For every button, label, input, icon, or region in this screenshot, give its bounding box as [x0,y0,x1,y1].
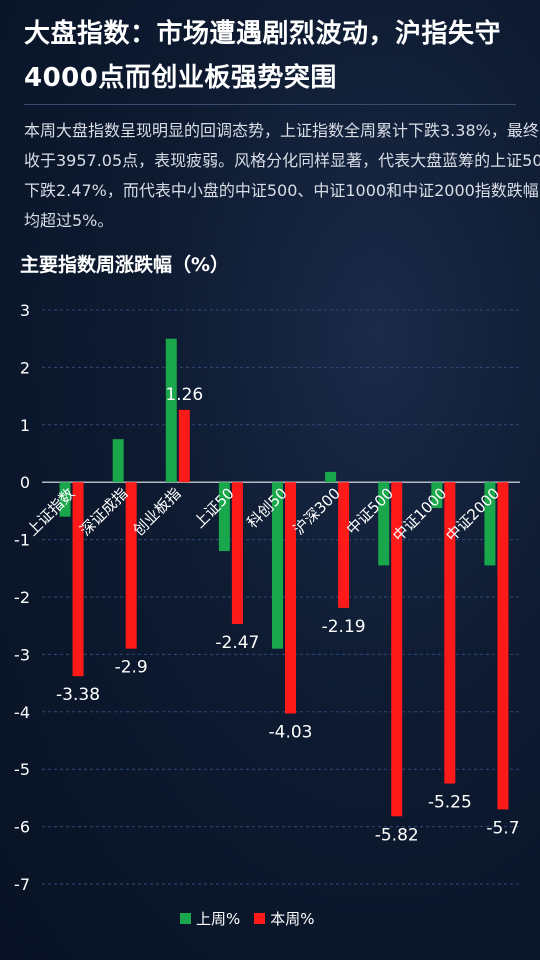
data-label: -5.25 [428,793,472,813]
y-tick-label: -2 [14,588,30,607]
y-tick-label: -3 [14,645,30,664]
bar-this-week [285,482,296,714]
bar-last-week [165,338,177,483]
data-label: -2.47 [215,633,259,653]
bar-this-week [338,482,350,608]
y-tick-label: -7 [14,875,30,894]
legend-item-last-week: 上周% [180,908,240,929]
y-tick-label: 1 [20,416,30,435]
y-tick-label: -4 [14,703,30,722]
bar-this-week [125,482,137,649]
data-label: -5.82 [375,825,419,845]
y-tick-label: -5 [14,760,30,779]
x-tick-label: 科创50 [243,484,290,531]
legend-swatch-last-week [180,913,191,924]
bar-this-week [72,482,84,677]
bar-last-week [325,471,337,483]
bar-last-week [484,482,496,566]
bar-last-week [378,482,390,566]
legend-item-this-week: 本周% [254,908,315,929]
bar-this-week [231,482,243,624]
headline: 大盘指数：市场遭遇剧烈波动，沪指失守4000点而创业板强势突围 [24,19,502,93]
y-tick-label: 0 [20,473,30,492]
x-tick-label: 创业板指 [129,484,184,539]
y-tick-labels: 3 2 1 0 -1 -2 -3 -4 -5 -6 -7 [14,301,30,894]
data-label: -5.7 [486,818,519,838]
bar-last-week [272,482,283,649]
legend-label-this-week: 本周% [270,910,315,928]
x-tick-label: 深证成指 [76,484,131,539]
y-tick-label: -1 [14,531,30,550]
y-tick-label: 3 [20,301,30,320]
bar-this-week [444,482,456,784]
data-labels: -3.38 -2.9 1.26 -2.47 -4.03 -2.19 -5.82 -5.25 -5… [56,385,519,845]
x-tick-label: 上证50 [190,484,237,531]
data-label: -2.19 [322,617,366,637]
bar-this-week [178,409,190,483]
data-label: 1.26 [165,385,203,405]
data-label: -4.03 [269,723,313,743]
grid-lines [42,309,520,885]
bar-this-week [497,482,509,810]
legend: 上周% 本周% [180,908,315,929]
data-label: -3.38 [56,685,100,705]
bar-last-week [431,482,443,509]
bar-last-week [112,439,124,483]
body-paragraph: 本周大盘指数呈现明显的回调态势，上证指数全周累计下跌3.38%，最终收于3957… [24,121,540,230]
y-tick-label: 2 [20,358,30,377]
bars [59,338,509,817]
legend-swatch-this-week [254,913,266,924]
data-label: -2.9 [115,658,148,678]
bar-last-week [59,482,71,517]
legend-label-last-week: 上周% [196,910,241,928]
bar-this-week [391,482,403,817]
bar-last-week [218,482,230,552]
chart-title: 主要指数周涨跌幅（%） [20,254,230,276]
y-tick-label: -6 [14,818,30,837]
x-tick-label: 沪深300 [290,484,344,538]
divider [24,104,516,105]
